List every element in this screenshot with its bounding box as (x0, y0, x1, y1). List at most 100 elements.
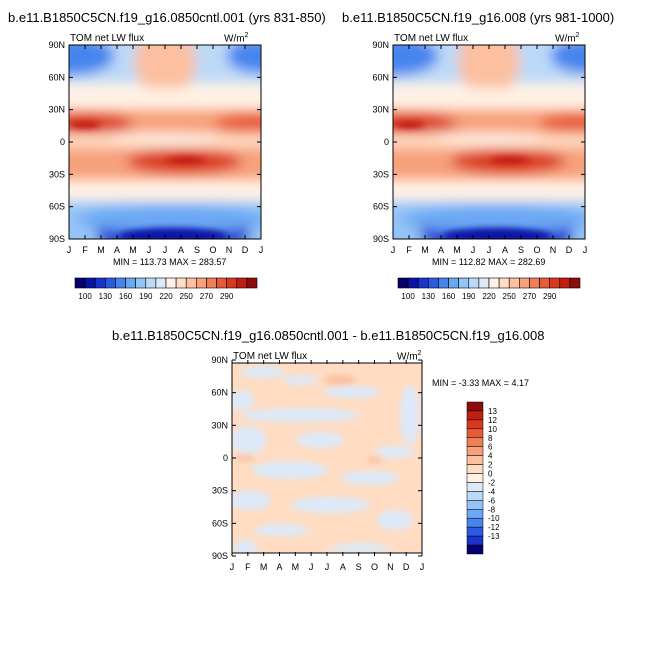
colorbar1-label: 270 (200, 292, 214, 301)
colorbar1-label: 130 (99, 292, 113, 301)
panel1-y-tick-label: 90S (49, 234, 65, 244)
panel3-x-tick-label: O (371, 562, 378, 572)
negative-anomaly (240, 366, 284, 378)
panel1-x-tick-label: A (114, 245, 120, 255)
colorbar3-label: 12 (488, 416, 497, 425)
colorbar3-label: 6 (488, 443, 493, 452)
panel1-x-tick-label: J (147, 245, 152, 255)
negative-anomaly (330, 543, 390, 553)
panel3-field (232, 363, 422, 553)
colorbar2-box (488, 277, 500, 289)
colorbar3-box (466, 482, 484, 492)
region-nh-subtropics-core-right (214, 113, 261, 134)
panel1-y-tick-label: 0 (60, 137, 65, 147)
panel3-y-tick-label: 0 (223, 453, 228, 463)
panel1-x-tick-label: O (209, 245, 216, 255)
region-sh-midlat (69, 187, 261, 199)
panel2-y-tick-label: 90N (372, 40, 389, 50)
panel3-title: b.e11.B1850C5CN.f19_g16.0850cntl.001 - b… (112, 328, 545, 343)
region-itcz (111, 132, 219, 143)
negative-anomaly (232, 390, 254, 410)
panel2-units-exp: 2 (575, 32, 580, 39)
panel2-x-tick-label: J (487, 245, 492, 255)
negative-anomaly (240, 408, 360, 422)
panel3-x-tick-label: J (325, 562, 330, 572)
panel2-x-tick-label: F (406, 245, 412, 255)
panel1-units-base: W/m (224, 33, 245, 45)
negative-anomaly (233, 540, 257, 553)
colorbar3-label: -2 (488, 478, 496, 487)
panel2-x-tick-label: O (533, 245, 540, 255)
colorbar1-box (175, 277, 187, 289)
colorbar3-label: 0 (488, 470, 493, 479)
panel2-minmax: MIN = 112.82 MAX = 282.69 (432, 257, 546, 267)
colorbar1-label: 220 (159, 292, 173, 301)
colorbar2-label: 270 (523, 292, 537, 301)
panel3-y-tick-label: 60S (212, 518, 228, 528)
colorbar3-label: 4 (488, 452, 493, 461)
panel1-y-tick-label: 60N (48, 72, 65, 82)
colorbar2-label: 290 (543, 292, 557, 301)
panel2-y-tick-label: 30N (372, 105, 389, 115)
min-core-sh (119, 228, 227, 239)
colorbar1-box (84, 277, 96, 289)
region-sh-midlat (393, 187, 585, 199)
panel1-core-layer (69, 121, 227, 239)
panel2-x-tick-label: M (421, 245, 429, 255)
negative-anomaly (400, 385, 420, 445)
panel1-units-exp: 2 (244, 32, 249, 39)
region-nh-midlat (393, 88, 585, 102)
colorbar2-box (549, 277, 561, 289)
region-sh-cold-band (77, 206, 261, 234)
colorbar3-box (466, 509, 484, 519)
region-nh-cold-right (226, 45, 261, 74)
colorbar1-box (226, 277, 238, 289)
negative-anomaly (282, 375, 318, 385)
panel2-y-tick-label: 60S (373, 202, 389, 212)
colorbar1-box (185, 277, 197, 289)
panel2-x-tick-label: N (550, 245, 557, 255)
panel1-x-tick-label: J (259, 245, 264, 255)
colorbar2-box (498, 277, 510, 289)
colorbar1-box (94, 277, 106, 289)
colorbar2-box (519, 277, 530, 289)
panel3-anomaly-layer (232, 366, 420, 553)
colorbar3-label: 2 (488, 461, 493, 470)
colorbar1-label: 290 (220, 292, 234, 301)
max-core-nh (393, 121, 425, 129)
colorbar3-box (466, 401, 484, 412)
colorbar1-box (165, 277, 177, 289)
colorbar2-box (478, 277, 490, 289)
colorbar3-box (466, 464, 484, 474)
panel1-y-tick-label: 30S (49, 169, 65, 179)
colorbar3-box (466, 428, 484, 439)
panel3-x-tick-label: N (387, 562, 394, 572)
panel1-x-tick-label: S (194, 245, 200, 255)
negative-anomaly (324, 386, 380, 398)
panel1-variable-label: TOM net LW flux (70, 33, 145, 44)
region-nh-cold-left (69, 45, 115, 76)
panel2-x-tick-label: A (438, 245, 444, 255)
colorbar2-box (448, 277, 459, 289)
colorbar1-label: 100 (78, 292, 92, 301)
panel1-y-tick-label: 60S (49, 202, 65, 212)
panel2-x-tick-label: S (518, 245, 524, 255)
colorbar1-box (216, 277, 227, 289)
panel2-x-tick-label: M (453, 245, 461, 255)
region-nh-subtropics-core (69, 113, 133, 134)
colorbar2-box (428, 277, 439, 289)
panel1-x-tick-label: A (178, 245, 184, 255)
colorbar2-box (417, 277, 429, 289)
colorbar3-box (466, 500, 484, 510)
panel2-x-tick-label: J (471, 245, 476, 255)
min-core-sh (443, 228, 551, 239)
colorbar2-label: 100 (401, 292, 415, 301)
panel1-y-tick-label: 90N (48, 40, 65, 50)
colorbar3-box (466, 526, 484, 537)
panel1-field (69, 45, 261, 239)
colorbar1-box (105, 277, 116, 289)
colorbar1-box (155, 277, 167, 289)
panel2-field (393, 45, 585, 239)
max-core-sh (490, 156, 529, 164)
